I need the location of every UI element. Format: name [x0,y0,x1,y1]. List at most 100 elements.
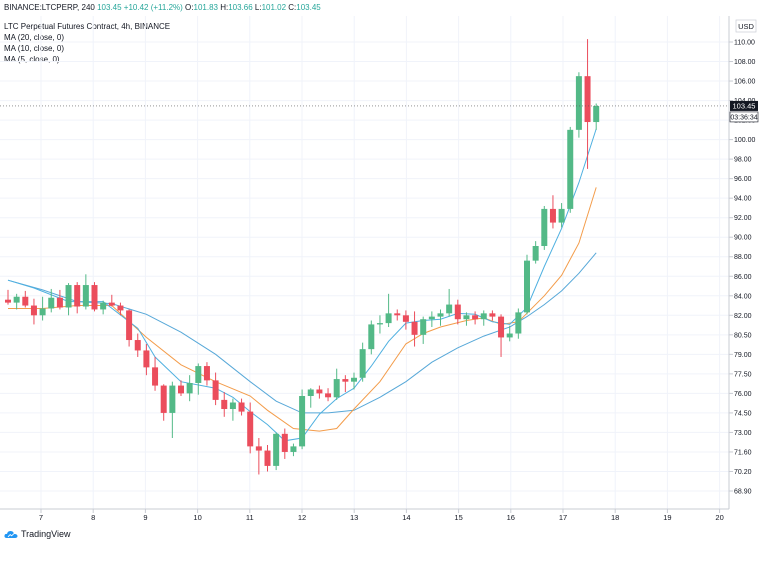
high-value: 103.66 [228,3,253,12]
candle-up [82,285,89,307]
time-tick-label: 20 [715,513,723,522]
price-tick-label: 68.90 [734,489,752,496]
candle-up [446,304,453,314]
candle-up [273,433,280,466]
last-price-badge [730,100,758,111]
candle-up [65,285,72,308]
price-tick-label: 110.00 [734,40,755,47]
candle-down [160,385,167,413]
candle-down [584,76,591,123]
price-tick-label: 88.00 [734,254,752,261]
high-label: H: [220,3,229,12]
price-tick-label: 106.00 [734,79,756,86]
time-tick-label: 10 [193,513,201,522]
low-label: L: [254,3,262,12]
candle-down [30,305,37,316]
price-tick-label: 100.00 [734,137,756,144]
price-tick-label: 70.20 [734,469,752,476]
candle-down [549,208,556,223]
candle-up [541,208,548,247]
candle-down [264,450,271,466]
time-tick-label: 15 [454,513,462,522]
tradingview-branding[interactable]: TradingView [4,529,71,539]
price-tick-label: 90.00 [734,235,752,242]
candle-up [48,297,55,309]
price-tick-label: 94.00 [734,196,752,203]
candle-down [152,367,159,386]
candle-down [316,389,323,394]
open-label: O: [185,3,194,12]
legend-ma10[interactable]: MA (10, close, 0) [4,44,65,53]
candle-up [39,308,46,316]
candle-down [178,385,184,394]
legend-ma20[interactable]: MA (20, close, 0) [4,33,65,42]
price-tick-label: 92.00 [734,215,752,222]
candle-down [74,285,81,307]
candle-up [195,366,202,383]
candle-down [22,296,29,306]
candle-down [454,304,461,320]
candle-down [108,302,115,306]
candle-up [593,105,600,123]
countdown-badge [729,111,759,123]
candle-down [489,313,496,317]
candle-up [524,260,530,313]
candle-down [281,433,288,452]
price-tick-label: 108.00 [734,59,756,66]
time-tick-label: 14 [402,513,410,522]
price-tick-label: 76.00 [734,391,752,398]
brand-name: TradingView [21,529,71,539]
candle-up [506,333,513,338]
time-tick-label: 18 [611,513,619,522]
price-tick-label: 71.60 [734,449,752,456]
ma20-line [7,252,597,414]
price-tick-label: 79.00 [734,352,752,359]
candle-down [117,305,124,311]
price-tick-label: 86.00 [734,274,752,281]
time-axis[interactable]: 7 8 9 10 11 12 13 14 15 16 17 18 19 20 [39,509,724,522]
time-tick-label: 17 [559,513,567,522]
candle-down [5,299,11,303]
price-axis[interactable]: 110.00108.00106.00104.00102.00100.0098.0… [729,40,756,496]
candle-down [134,340,141,351]
currency-box[interactable] [735,19,757,33]
candle-down [203,366,210,381]
candle-down [394,313,401,316]
change-value: +10.42 (+11.2%) [123,3,183,12]
countdown-text: 03:36:34 [730,114,757,121]
candle-up [567,129,574,209]
currency-label: USD [738,22,754,31]
candle-up [515,312,522,334]
symbol-label[interactable]: BINANCE:LTCPERP, 240 [4,3,95,12]
candle-up [186,382,193,394]
candle-down [472,315,479,320]
candle-down [221,399,228,410]
candle-down [247,411,254,447]
time-tick-label: 8 [91,513,95,522]
candle-down [402,315,409,322]
candle-down [342,379,349,382]
close-value: 103.45 [296,3,321,12]
time-tick-label: 11 [246,513,254,522]
price-tick-label: 74.50 [734,410,752,417]
grid [0,16,729,509]
time-tick-label: 7 [39,513,43,522]
close-label: C: [288,3,297,12]
price-tick-label: 82.00 [734,313,752,320]
candle-up [169,385,176,413]
candle-up [351,377,357,382]
open-value: 101.83 [193,3,218,12]
candles [5,39,600,475]
legend-ma5[interactable]: MA (5, close, 0) [4,55,60,64]
candle-down [498,316,505,338]
candle-up [359,349,366,378]
candle-down [238,402,245,412]
candle-down [56,297,63,308]
time-tick-label: 13 [350,513,358,522]
candle-down [255,446,262,451]
price-tick-label: 77.50 [734,371,752,378]
time-tick-label: 12 [298,513,306,522]
candle-down [325,393,332,398]
